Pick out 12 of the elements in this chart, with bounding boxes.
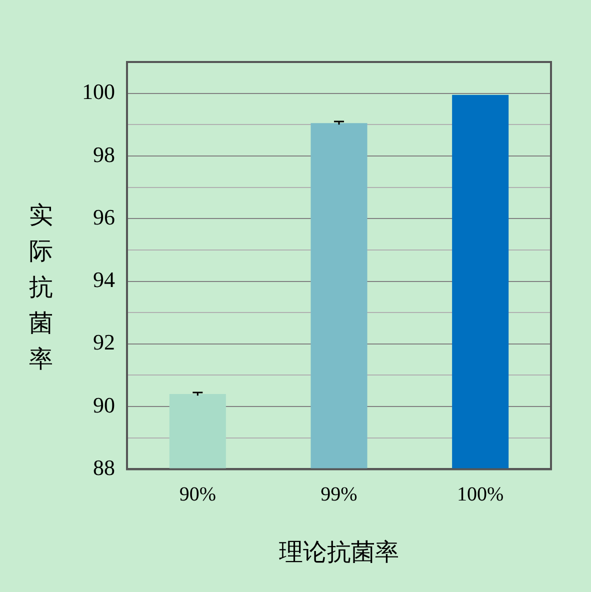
y-tick-label: 96 [93,204,115,230]
y-axis-title: 实际抗菌率 [28,201,54,375]
x-tick-label: 90% [179,483,216,506]
y-tick-label: 88 [93,454,115,480]
x-axis-title: 理论抗菌率 [279,539,399,566]
x-tick-label: 100% [456,483,504,506]
y-tick-label: 90 [93,392,115,418]
y-tick-label: 100 [82,79,115,104]
y-tick-label: 94 [93,267,115,292]
y-tick-label: 98 [93,142,115,167]
x-tick-label: 99% [320,483,358,506]
y-tick-label: 92 [93,330,115,355]
